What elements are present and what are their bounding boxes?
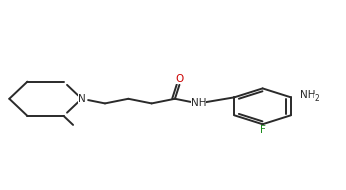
Text: N: N [78, 94, 85, 104]
Text: NH: NH [300, 90, 315, 100]
Text: F: F [260, 125, 265, 135]
Text: NH: NH [191, 98, 206, 108]
Text: O: O [175, 74, 184, 84]
Text: 2: 2 [315, 94, 319, 103]
